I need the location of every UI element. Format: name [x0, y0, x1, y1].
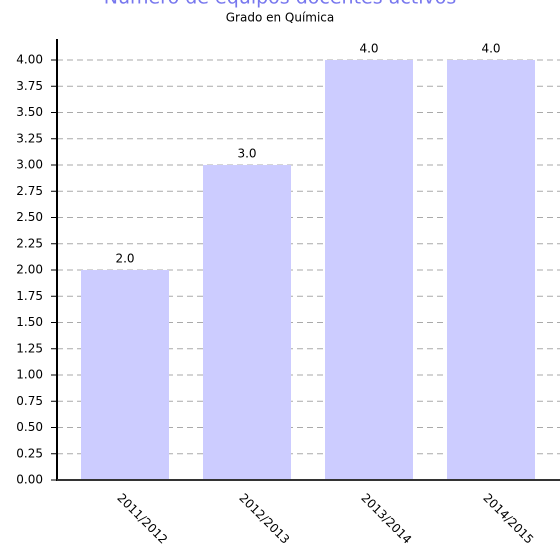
y-tick-label: 1.00 [16, 368, 43, 382]
y-tick-label: 1.25 [16, 341, 43, 355]
bar [81, 270, 169, 480]
value-label: 4.0 [481, 42, 500, 56]
y-tick-label: 1.50 [16, 315, 43, 329]
y-tick-label: 3.75 [16, 79, 43, 93]
value-label: 2.0 [115, 252, 134, 266]
value-label: 4.0 [359, 42, 378, 56]
bar [447, 60, 535, 480]
x-tick-label: 2012/2013 [236, 491, 292, 547]
x-tick-label: 2011/2012 [114, 491, 170, 547]
y-tick-label: 3.00 [16, 158, 43, 172]
chart-title: Número de equipos docentes activos [104, 0, 457, 9]
y-tick-label: 2.75 [16, 184, 43, 198]
y-tick-label: 0.50 [16, 420, 43, 434]
y-tick-label: 2.25 [16, 236, 43, 250]
value-label: 3.0 [237, 147, 256, 161]
y-tick-label: 0.00 [16, 473, 43, 487]
y-tick-label: 2.00 [16, 263, 43, 277]
x-tick-label: 2013/2014 [358, 491, 414, 547]
y-tick-label: 2.50 [16, 210, 43, 224]
y-tick-label: 1.75 [16, 289, 43, 303]
chart-subtitle: Grado en Química [226, 11, 335, 25]
x-tick-label: 2014/2015 [480, 491, 536, 547]
y-tick-label: 0.25 [16, 446, 43, 460]
y-tick-label: 0.75 [16, 394, 43, 408]
y-tick-label: 3.25 [16, 131, 43, 145]
y-tick-label: 3.50 [16, 105, 43, 119]
y-tick-label: 4.00 [16, 53, 43, 67]
bar [203, 165, 291, 480]
bar [325, 60, 413, 480]
